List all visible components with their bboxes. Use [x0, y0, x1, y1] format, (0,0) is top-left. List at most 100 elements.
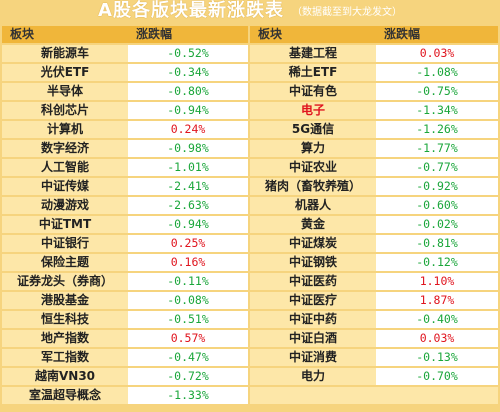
- sector-name: 中证有色: [250, 83, 376, 100]
- change-value: -0.47%: [128, 349, 250, 366]
- change-value: -1.08%: [376, 64, 498, 81]
- table-row: 证券龙头（券商） -0.11% 中证医药 1.10%: [2, 273, 498, 290]
- change-value: 1.87%: [376, 292, 498, 309]
- sector-table: 板块 涨跌幅 板块 涨跌幅 新能源车 -0.52% 基建工程 0.03% 光伏ETF -0…: [2, 24, 498, 406]
- change-value: -0.34%: [128, 64, 250, 81]
- sector-name: 中证TMT: [2, 216, 128, 233]
- sector-name: 基建工程: [250, 45, 376, 62]
- sector-name: 中证白酒: [250, 330, 376, 347]
- page-subtitle: （数据截至到大龙发文）: [291, 7, 402, 18]
- sector-name: 中证钢铁: [250, 254, 376, 271]
- change-value: 0.25%: [128, 235, 250, 252]
- change-value: -1.34%: [376, 102, 498, 119]
- sector-name: 保险主题: [2, 254, 128, 271]
- sector-name: 室温超导概念: [2, 387, 128, 404]
- sector-name: 光伏ETF: [2, 64, 128, 81]
- sector-name: 稀土ETF: [250, 64, 376, 81]
- change-value: -0.12%: [376, 254, 498, 271]
- change-value: -0.94%: [128, 102, 250, 119]
- change-value: -1.01%: [128, 159, 250, 176]
- table-row: 室温超导概念 -1.33%: [2, 387, 498, 404]
- column-header-change: 涨跌幅: [128, 26, 250, 43]
- sector-name: 电力: [250, 368, 376, 385]
- table-row: 光伏ETF -0.34% 稀土ETF -1.08%: [2, 64, 498, 81]
- table-row: 地产指数 0.57% 中证白酒 0.03%: [2, 330, 498, 347]
- change-value: 0.03%: [376, 45, 498, 62]
- change-value: -0.08%: [128, 292, 250, 309]
- sector-name: 科创芯片: [2, 102, 128, 119]
- table-row: 军工指数 -0.47% 中证消费 -0.13%: [2, 349, 498, 366]
- table-row: 动漫游戏 -2.63% 机器人 -0.60%: [2, 197, 498, 214]
- sector-name: 港股基金: [2, 292, 128, 309]
- change-value: 0.16%: [128, 254, 250, 271]
- column-header-sector: 板块: [250, 26, 376, 43]
- page-title: A股各版块最新涨跌表: [98, 0, 284, 21]
- table-row: 中证银行 0.25% 中证煤炭 -0.81%: [2, 235, 498, 252]
- sector-name: 数字经济: [2, 140, 128, 157]
- sector-name: 算力: [250, 140, 376, 157]
- sector-name: 证券龙头（券商）: [2, 273, 128, 290]
- sector-name: [250, 387, 376, 404]
- change-value: -0.51%: [128, 311, 250, 328]
- table-row: 科创芯片 -0.94% 电子 -1.34%: [2, 102, 498, 119]
- change-value: -2.63%: [128, 197, 250, 214]
- sector-name: 中证煤炭: [250, 235, 376, 252]
- change-value: 1.10%: [376, 273, 498, 290]
- table-row: 半导体 -0.80% 中证有色 -0.75%: [2, 83, 498, 100]
- sector-name: 中证银行: [2, 235, 128, 252]
- table-row: 越南VN30 -0.72% 电力 -0.70%: [2, 368, 498, 385]
- title-bar: A股各版块最新涨跌表 （数据截至到大龙发文）: [0, 0, 500, 22]
- table-body: 新能源车 -0.52% 基建工程 0.03% 光伏ETF -0.34% 稀土ETF -1.08…: [2, 45, 498, 404]
- change-value: -2.41%: [128, 178, 250, 195]
- column-header-change: 涨跌幅: [376, 26, 498, 43]
- change-value: -0.11%: [128, 273, 250, 290]
- sector-name: 人工智能: [2, 159, 128, 176]
- change-value: -0.60%: [376, 197, 498, 214]
- table-row: 保险主题 0.16% 中证钢铁 -0.12%: [2, 254, 498, 271]
- change-value: -0.94%: [128, 216, 250, 233]
- table-header-row: 板块 涨跌幅 板块 涨跌幅: [2, 26, 498, 43]
- change-value: -0.75%: [376, 83, 498, 100]
- sector-name: 中证农业: [250, 159, 376, 176]
- sector-name: 计算机: [2, 121, 128, 138]
- sector-name: 新能源车: [2, 45, 128, 62]
- sector-name: 黄金: [250, 216, 376, 233]
- table-row: 恒生科技 -0.51% 中证中药 -0.40%: [2, 311, 498, 328]
- change-value: -0.77%: [376, 159, 498, 176]
- change-value: 0.03%: [376, 330, 498, 347]
- change-value: -0.72%: [128, 368, 250, 385]
- table-row: 中证TMT -0.94% 黄金 -0.02%: [2, 216, 498, 233]
- change-value: -0.52%: [128, 45, 250, 62]
- sector-name: 中证医药: [250, 273, 376, 290]
- sector-name: 5G通信: [250, 121, 376, 138]
- change-value: -1.26%: [376, 121, 498, 138]
- change-value: -0.80%: [128, 83, 250, 100]
- change-value: [376, 387, 498, 404]
- change-value: -0.98%: [128, 140, 250, 157]
- sector-name: 越南VN30: [2, 368, 128, 385]
- change-value: -0.70%: [376, 368, 498, 385]
- sector-name: 中证传媒: [2, 178, 128, 195]
- column-header-sector: 板块: [2, 26, 128, 43]
- sector-name: 中证消费: [250, 349, 376, 366]
- change-value: -1.33%: [128, 387, 250, 404]
- sector-name: 机器人: [250, 197, 376, 214]
- table-row: 新能源车 -0.52% 基建工程 0.03%: [2, 45, 498, 62]
- table-row: 人工智能 -1.01% 中证农业 -0.77%: [2, 159, 498, 176]
- sector-name: 恒生科技: [2, 311, 128, 328]
- change-value: -0.40%: [376, 311, 498, 328]
- change-value: -0.92%: [376, 178, 498, 195]
- sector-name: 军工指数: [2, 349, 128, 366]
- change-value: -0.13%: [376, 349, 498, 366]
- sector-name: 动漫游戏: [2, 197, 128, 214]
- table-row: 中证传媒 -2.41% 猪肉（畜牧养殖） -0.92%: [2, 178, 498, 195]
- change-value: -0.81%: [376, 235, 498, 252]
- table-row: 计算机 0.24% 5G通信 -1.26%: [2, 121, 498, 138]
- sector-name: 中证中药: [250, 311, 376, 328]
- table-row: 港股基金 -0.08% 中证医疗 1.87%: [2, 292, 498, 309]
- sector-name: 中证医疗: [250, 292, 376, 309]
- change-value: 0.24%: [128, 121, 250, 138]
- sector-name: 地产指数: [2, 330, 128, 347]
- sector-name: 半导体: [2, 83, 128, 100]
